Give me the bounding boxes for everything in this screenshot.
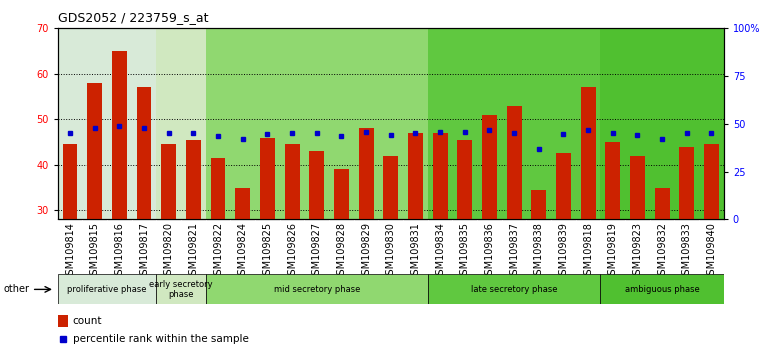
- Text: GSM109837: GSM109837: [509, 222, 519, 281]
- Bar: [482, 115, 497, 219]
- Text: GSM109817: GSM109817: [139, 222, 149, 281]
- Bar: [704, 144, 719, 219]
- Text: percentile rank within the sample: percentile rank within the sample: [72, 334, 249, 344]
- Bar: [236, 188, 250, 219]
- Bar: [156, 274, 206, 304]
- Text: GSM109816: GSM109816: [115, 222, 125, 281]
- Bar: [137, 87, 152, 219]
- Bar: [206, 28, 428, 219]
- Bar: [58, 28, 156, 219]
- Text: GSM109826: GSM109826: [287, 222, 297, 281]
- Bar: [186, 140, 201, 219]
- Text: GSM109832: GSM109832: [657, 222, 667, 281]
- Text: GSM109823: GSM109823: [632, 222, 642, 281]
- Bar: [654, 188, 670, 219]
- Text: GSM109824: GSM109824: [238, 222, 248, 281]
- Text: GSM109834: GSM109834: [435, 222, 445, 281]
- Bar: [601, 274, 724, 304]
- Text: GSM109825: GSM109825: [263, 222, 273, 281]
- Text: GSM109833: GSM109833: [681, 222, 691, 281]
- Bar: [206, 274, 428, 304]
- Text: GSM109828: GSM109828: [336, 222, 346, 281]
- Text: GSM109831: GSM109831: [410, 222, 420, 281]
- Bar: [383, 156, 398, 219]
- Bar: [87, 83, 102, 219]
- Bar: [310, 151, 324, 219]
- Text: count: count: [72, 316, 102, 326]
- Text: GSM109820: GSM109820: [164, 222, 174, 281]
- Bar: [58, 315, 68, 327]
- Bar: [285, 144, 300, 219]
- Text: GSM109830: GSM109830: [386, 222, 396, 281]
- Bar: [433, 133, 447, 219]
- Text: late secretory phase: late secretory phase: [471, 285, 557, 294]
- Bar: [457, 140, 472, 219]
- Bar: [428, 274, 601, 304]
- Text: GSM109822: GSM109822: [213, 222, 223, 281]
- Text: GSM109814: GSM109814: [65, 222, 75, 281]
- Text: GDS2052 / 223759_s_at: GDS2052 / 223759_s_at: [58, 11, 208, 24]
- Bar: [428, 28, 601, 219]
- Bar: [58, 274, 156, 304]
- Bar: [556, 154, 571, 219]
- Text: GSM109827: GSM109827: [312, 222, 322, 281]
- Bar: [679, 147, 695, 219]
- Bar: [408, 133, 423, 219]
- Text: GSM109819: GSM109819: [608, 222, 618, 281]
- Text: GSM109829: GSM109829: [361, 222, 371, 281]
- Bar: [630, 156, 644, 219]
- Text: GSM109815: GSM109815: [90, 222, 100, 281]
- Text: GSM109821: GSM109821: [189, 222, 199, 281]
- Text: proliferative phase: proliferative phase: [67, 285, 147, 294]
- Bar: [156, 28, 206, 219]
- Text: other: other: [4, 284, 30, 295]
- Bar: [601, 28, 724, 219]
- Bar: [581, 87, 595, 219]
- Bar: [211, 158, 226, 219]
- Bar: [359, 129, 373, 219]
- Text: GSM109818: GSM109818: [583, 222, 593, 281]
- Text: GSM109839: GSM109839: [558, 222, 568, 281]
- Bar: [162, 144, 176, 219]
- Text: GSM109840: GSM109840: [706, 222, 716, 281]
- Bar: [507, 106, 521, 219]
- Bar: [260, 138, 275, 219]
- Text: GSM109836: GSM109836: [484, 222, 494, 281]
- Bar: [112, 51, 127, 219]
- Bar: [334, 170, 349, 219]
- Bar: [605, 142, 620, 219]
- Text: GSM109835: GSM109835: [460, 222, 470, 281]
- Text: GSM109838: GSM109838: [534, 222, 544, 281]
- Bar: [62, 144, 78, 219]
- Text: mid secretory phase: mid secretory phase: [273, 285, 360, 294]
- Text: ambiguous phase: ambiguous phase: [624, 285, 699, 294]
- Bar: [531, 190, 546, 219]
- Text: early secretory
phase: early secretory phase: [149, 280, 213, 299]
